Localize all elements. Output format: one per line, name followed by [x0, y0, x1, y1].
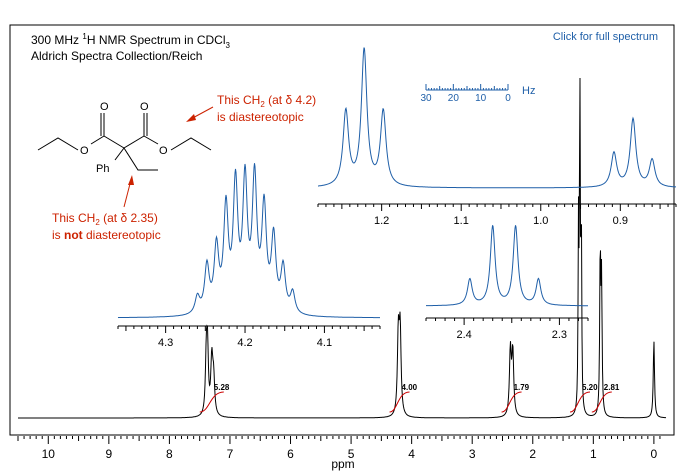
- x-tick-label: 7: [227, 447, 234, 461]
- molecular-structure: [37, 113, 212, 171]
- integral-label: 5.20: [582, 383, 598, 392]
- hz-unit-label: Hz: [522, 85, 535, 97]
- annotation-ch2-42: This CH2 (at δ 4.2): [217, 93, 316, 109]
- hz-scale-label: 10: [475, 93, 487, 104]
- annotation-ch2-42-line2: is diastereotopic: [217, 110, 304, 124]
- inset-tick-label: 4.3: [158, 337, 173, 349]
- annotation-ch2-235-line2: is not diastereotopic: [52, 228, 161, 242]
- x-tick-label: 4: [408, 447, 415, 461]
- x-tick-label: 6: [287, 447, 294, 461]
- inset-tick-label: 1.0: [533, 215, 548, 227]
- inset-tick-label: 4.1: [317, 337, 332, 349]
- inset-spectrum-trace: [117, 163, 380, 319]
- arrow-to-ch2-235: [123, 175, 134, 208]
- hz-scale-bar: 30 20 10 0: [420, 84, 511, 104]
- main-spectrum-trace: [18, 77, 667, 419]
- ester-o-bond-right: [143, 135, 159, 145]
- full-spectrum-link[interactable]: Click for full spectrum: [553, 31, 658, 43]
- x-tick-label: 8: [166, 447, 173, 461]
- bond-to-quaternary-left: [103, 135, 125, 149]
- hz-scale-label: 0: [505, 93, 511, 104]
- inset-tick-label: 4.2: [237, 337, 252, 349]
- x-tick-label: 0: [651, 447, 658, 461]
- inset-tick-label: 1.1: [454, 215, 469, 227]
- o-label: O: [100, 101, 109, 113]
- inset-tick-label: 1.2: [374, 215, 389, 227]
- integral-label: 1.79: [514, 383, 530, 392]
- ph-label: Ph: [96, 163, 109, 175]
- integral-curve: [591, 391, 612, 413]
- hz-scale-label: 20: [448, 93, 460, 104]
- bond-to-quaternary-right: [123, 135, 145, 149]
- bond-to-ph: [114, 147, 125, 161]
- x-axis-label: ppm: [331, 457, 354, 471]
- spectrum-title: 300 MHz 1H NMR Spectrum in CDCl3: [31, 32, 231, 50]
- arrow-to-ch2-42: [186, 106, 214, 122]
- annotation-ch2-235: This CH2 (at δ 2.35): [52, 211, 158, 227]
- x-tick-label: 2: [529, 447, 536, 461]
- integral-label: 4.00: [402, 383, 418, 392]
- integral-curve: [501, 391, 522, 413]
- inset-tick-label: 0.9: [613, 215, 628, 227]
- inset-tick-label: 2.3: [552, 329, 567, 341]
- inset-spectrum-trace: [318, 47, 676, 189]
- o-label: O: [159, 145, 168, 157]
- x-tick-label: 1: [590, 447, 597, 461]
- x-tick-label: 3: [469, 447, 476, 461]
- x-tick-label: 9: [105, 447, 112, 461]
- o-label: O: [80, 145, 89, 157]
- inset-spectrum-trace: [426, 224, 588, 307]
- plot-frame: [9, 24, 675, 436]
- ethyl-substituent: [123, 147, 158, 171]
- o-label: O: [140, 101, 149, 113]
- spectrum-source: Aldrich Spectra Collection/Reich: [31, 49, 202, 63]
- integral-label: 2.81: [604, 383, 620, 392]
- ethyl-bond-left: [37, 137, 79, 151]
- integral-curve: [569, 391, 591, 413]
- ethyl-bond-right: [170, 137, 212, 151]
- x-tick-label: 10: [42, 447, 56, 461]
- x-tick-label: 5: [348, 447, 355, 461]
- integral-curve: [389, 391, 410, 413]
- hz-scale-label: 30: [420, 93, 432, 104]
- inset-tick-label: 2.4: [456, 329, 471, 341]
- integral-label: 5.28: [214, 383, 230, 392]
- integral-curve: [199, 391, 224, 413]
- ester-o-bond-left: [90, 135, 105, 145]
